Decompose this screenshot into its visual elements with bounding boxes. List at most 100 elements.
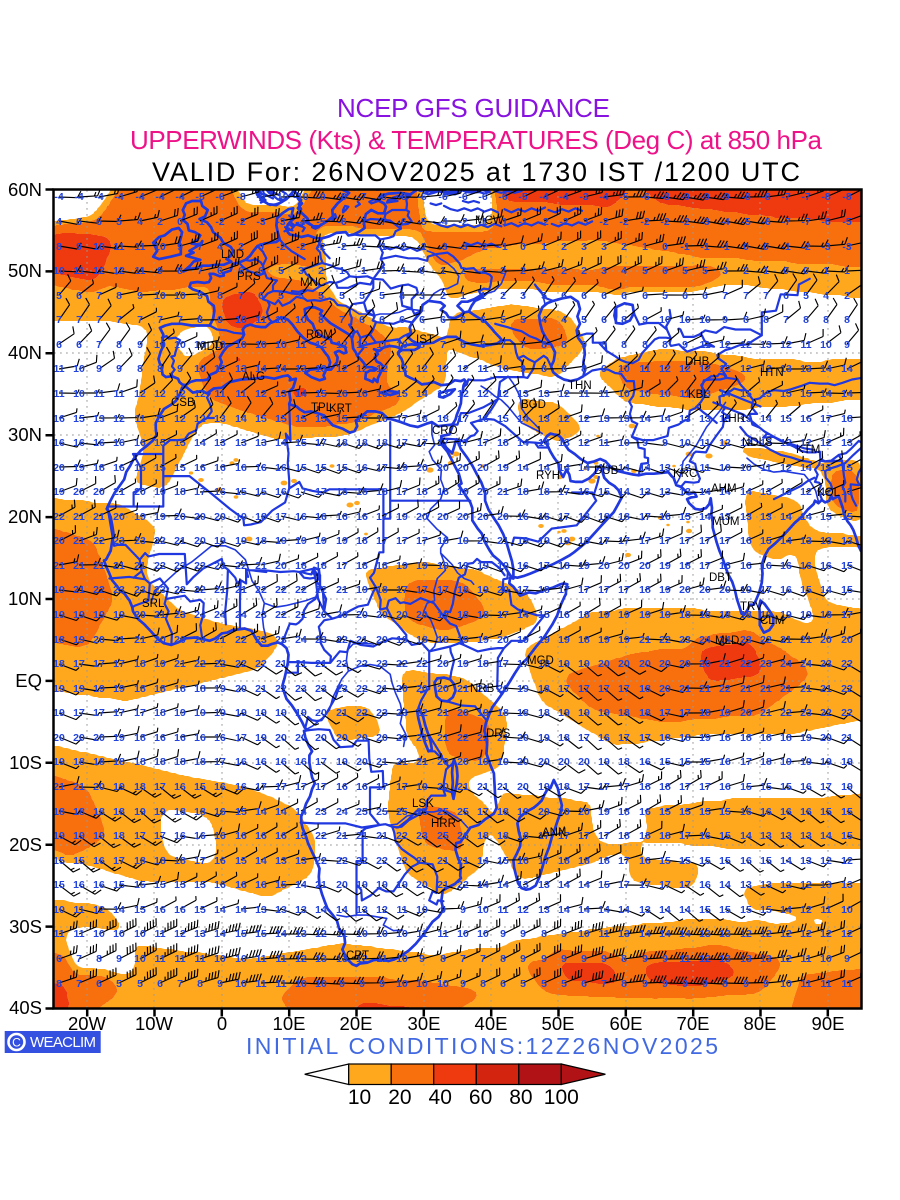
svg-text:16: 16 — [336, 511, 348, 523]
svg-text:12: 12 — [497, 388, 509, 400]
svg-text:20: 20 — [841, 634, 853, 646]
svg-text:20: 20 — [53, 732, 65, 744]
svg-text:19: 19 — [235, 511, 247, 523]
svg-text:15: 15 — [841, 806, 853, 818]
svg-text:22: 22 — [457, 732, 469, 744]
svg-text:13: 13 — [740, 953, 752, 965]
svg-text:17: 17 — [517, 584, 529, 596]
svg-text:19: 19 — [598, 707, 610, 719]
svg-text:15: 15 — [820, 806, 832, 818]
svg-text:SRL: SRL — [142, 598, 165, 610]
svg-text:17: 17 — [639, 732, 651, 744]
svg-text:20: 20 — [93, 732, 105, 744]
svg-text:15: 15 — [194, 879, 206, 891]
svg-text:17: 17 — [315, 437, 327, 449]
svg-text:12: 12 — [719, 339, 731, 351]
svg-text:9: 9 — [642, 437, 648, 449]
svg-text:17: 17 — [457, 413, 469, 425]
svg-text:20: 20 — [558, 756, 570, 768]
svg-text:KOL: KOL — [817, 487, 841, 499]
svg-text:19: 19 — [437, 560, 449, 572]
svg-text:20: 20 — [356, 609, 368, 621]
svg-text:11: 11 — [497, 904, 508, 916]
svg-text:13: 13 — [558, 437, 570, 449]
svg-text:6: 6 — [258, 265, 264, 277]
svg-text:10: 10 — [194, 339, 206, 351]
svg-text:40S: 40S — [9, 997, 42, 1018]
svg-text:18: 18 — [740, 609, 752, 621]
svg-text:14: 14 — [416, 388, 428, 400]
svg-text:16: 16 — [517, 855, 529, 867]
svg-text:13: 13 — [841, 879, 853, 891]
svg-text:-2: -2 — [316, 241, 325, 253]
svg-text:19: 19 — [214, 707, 226, 719]
svg-text:9: 9 — [662, 953, 668, 965]
svg-text:15: 15 — [740, 904, 752, 916]
svg-text:19: 19 — [800, 732, 812, 744]
svg-text:10: 10 — [740, 462, 752, 474]
svg-text:14: 14 — [295, 879, 307, 891]
svg-text:6: 6 — [238, 265, 244, 277]
svg-text:20: 20 — [598, 560, 610, 572]
svg-text:13: 13 — [719, 928, 731, 940]
svg-text:18: 18 — [618, 806, 630, 818]
svg-text:21: 21 — [295, 609, 307, 621]
svg-text:8: 8 — [318, 314, 324, 326]
svg-text:1: 1 — [844, 265, 850, 277]
svg-text:10: 10 — [820, 339, 832, 351]
svg-text:50E: 50E — [542, 1013, 575, 1034]
svg-text:12: 12 — [517, 904, 529, 916]
svg-text:19: 19 — [113, 609, 125, 621]
svg-text:17: 17 — [134, 830, 146, 842]
svg-text:4: 4 — [541, 314, 547, 326]
svg-text:7: 7 — [500, 339, 506, 351]
svg-text:18: 18 — [194, 806, 206, 818]
svg-text:8: 8 — [823, 314, 829, 326]
svg-text:21: 21 — [457, 683, 469, 695]
svg-text:19: 19 — [53, 707, 65, 719]
svg-text:0: 0 — [743, 241, 749, 253]
svg-text:15: 15 — [800, 388, 812, 400]
svg-text:DHB: DHB — [685, 356, 710, 368]
svg-text:18: 18 — [558, 855, 570, 867]
svg-text:18: 18 — [659, 830, 671, 842]
svg-text:11: 11 — [376, 339, 387, 351]
svg-text:11: 11 — [598, 437, 609, 449]
svg-text:11: 11 — [154, 413, 165, 425]
svg-text:16: 16 — [154, 732, 166, 744]
svg-text:10: 10 — [679, 437, 691, 449]
svg-text:8: 8 — [621, 339, 627, 351]
svg-text:19: 19 — [841, 756, 853, 768]
svg-text:13: 13 — [295, 855, 307, 867]
svg-text:9: 9 — [157, 265, 163, 277]
svg-text:15: 15 — [174, 879, 186, 891]
svg-text:12: 12 — [113, 413, 125, 425]
svg-text:17: 17 — [396, 413, 408, 425]
svg-text:21: 21 — [154, 609, 166, 621]
svg-text:17: 17 — [154, 781, 166, 793]
svg-text:18: 18 — [578, 535, 590, 547]
svg-text:20: 20 — [174, 634, 186, 646]
svg-text:13: 13 — [699, 413, 711, 425]
svg-text:21: 21 — [315, 658, 327, 670]
svg-text:3: 3 — [722, 265, 728, 277]
svg-text:5: 5 — [662, 290, 668, 302]
svg-text:13: 13 — [255, 904, 267, 916]
svg-text:19: 19 — [315, 535, 327, 547]
svg-text:18: 18 — [356, 486, 368, 498]
svg-text:21: 21 — [113, 486, 125, 498]
svg-text:-1: -1 — [377, 265, 386, 277]
svg-text:18: 18 — [336, 486, 348, 498]
svg-text:21: 21 — [497, 781, 509, 793]
svg-text:19: 19 — [255, 707, 267, 719]
svg-text:24: 24 — [780, 658, 792, 670]
svg-text:14: 14 — [780, 535, 792, 547]
svg-text:10: 10 — [477, 928, 489, 940]
svg-text:10: 10 — [275, 314, 287, 326]
svg-text:90E: 90E — [812, 1013, 845, 1034]
svg-text:23: 23 — [134, 584, 146, 596]
svg-text:19: 19 — [497, 756, 509, 768]
svg-text:9: 9 — [76, 241, 82, 253]
svg-text:12: 12 — [760, 363, 772, 375]
svg-text:16: 16 — [53, 437, 65, 449]
